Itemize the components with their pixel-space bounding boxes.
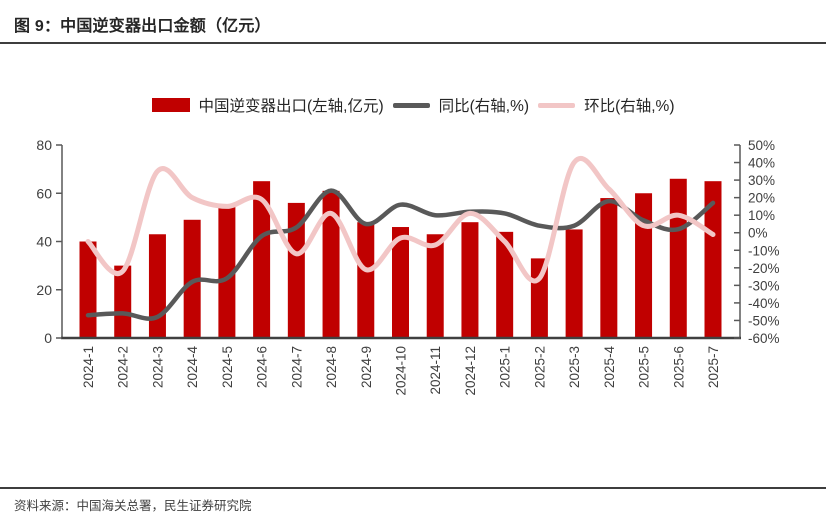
chart-legend: 中国逆变器出口(左轴,亿元) 同比(右轴,%) 环比(右轴,%)	[0, 94, 826, 116]
bar-2025-6	[669, 178, 687, 338]
right-tick-label: 10%	[748, 208, 775, 223]
source-note: 资料来源：中国海关总署，民生证券研究院	[14, 499, 252, 513]
x-tick-label: 2024-3	[150, 346, 165, 388]
legend-bar-swatch	[151, 98, 190, 112]
bar-2024-11	[426, 234, 444, 338]
x-tick-label: 2024-10	[394, 346, 409, 396]
x-tick-label: 2024-1	[81, 346, 96, 388]
left-tick-label: 0	[44, 330, 52, 346]
x-tick-label: 2025-1	[498, 346, 513, 388]
legend-mom-line-swatch	[538, 102, 576, 108]
x-tick-label: 2024-2	[116, 346, 131, 388]
x-tick-label: 2025-3	[567, 346, 582, 388]
x-tick-label: 2024-9	[359, 346, 374, 388]
right-tick-label: -60%	[748, 331, 780, 346]
bars-group	[79, 178, 722, 338]
footer-divider	[0, 487, 826, 489]
x-tick-label: 2025-2	[532, 346, 547, 388]
right-tick-label: 0%	[748, 226, 768, 241]
left-tick-label: 40	[36, 234, 52, 250]
right-tick-label: -30%	[748, 278, 780, 293]
legend-yoy-line-swatch	[392, 102, 430, 108]
right-tick-label: 30%	[748, 173, 775, 188]
bar-2025-4	[600, 198, 618, 338]
title-row: 图 9：中国逆变器出口金额（亿元）	[0, 0, 826, 44]
x-tick-label: 2025-5	[637, 346, 652, 388]
bar-2024-6	[253, 181, 271, 338]
bar-2024-3	[148, 234, 166, 338]
bar-2025-2	[530, 258, 548, 338]
left-tick-label: 60	[36, 185, 52, 201]
bar-2025-7	[704, 181, 722, 338]
bar-2024-4	[183, 219, 201, 338]
bar-2024-10	[392, 227, 409, 338]
chart-canvas: 0 20 40 60 80 -60% -50% -40% -30% -20% -10% 0% 10% 20…	[36, 137, 779, 396]
bar-2025-3	[565, 229, 583, 338]
mom-line	[85, 156, 716, 284]
right-tick-label: -20%	[748, 261, 780, 276]
x-tick-label: 2024-11	[428, 346, 443, 395]
bar-2024-1	[79, 241, 97, 338]
right-tick-label: 50%	[748, 138, 775, 153]
x-tick-label: 2024-7	[289, 346, 304, 388]
x-tick-label: 2024-6	[255, 346, 270, 388]
x-tick-label: 2025-6	[671, 346, 686, 388]
right-tick-label: 20%	[748, 191, 775, 206]
right-tick-label: -10%	[748, 243, 780, 258]
bar-2025-5	[635, 193, 653, 338]
left-tick-label: 20	[36, 282, 52, 298]
x-tick-label: 2024-12	[463, 346, 478, 396]
bar-2024-12	[461, 222, 479, 338]
legend-label-export: 中国逆变器出口(左轴,亿元)	[198, 98, 384, 115]
bar-2024-2	[114, 265, 132, 338]
x-axis-labels: 2024-1 2024-2 2024-3 2024-4 2024-5 2024-6 2024…	[81, 346, 721, 396]
legend-label-yoy: 同比(右轴,%)	[438, 98, 530, 115]
right-tick-label: 40%	[748, 156, 775, 171]
x-tick-label: 2024-4	[185, 346, 200, 389]
x-tick-label: 2024-5	[220, 346, 235, 388]
axes-group: 0 20 40 60 80 -60% -50% -40% -30% -20% -10% 0% 10% 20…	[36, 137, 779, 346]
bar-2024-7	[287, 202, 305, 338]
x-tick-label: 2025-4	[602, 346, 617, 389]
bar-2025-1	[496, 231, 514, 338]
right-tick-label: -50%	[748, 313, 780, 328]
x-tick-label: 2025-7	[706, 346, 721, 388]
bar-2024-8	[322, 190, 340, 338]
chart-area: 0 20 40 60 80 -60% -50% -40% -30% -20% -10% 0% 10% 20…	[0, 128, 826, 438]
yoy-line	[85, 188, 716, 321]
legend-label-mom: 环比(右轴,%)	[584, 98, 675, 115]
x-tick-label: 2024-8	[324, 346, 339, 388]
bar-2024-9	[357, 222, 375, 338]
bar-2024-5	[218, 205, 236, 338]
title-divider	[0, 42, 826, 44]
right-tick-label: -40%	[748, 296, 780, 311]
left-tick-label: 80	[36, 137, 52, 153]
chart-title: 图 9：中国逆变器出口金额（亿元）	[14, 18, 271, 35]
